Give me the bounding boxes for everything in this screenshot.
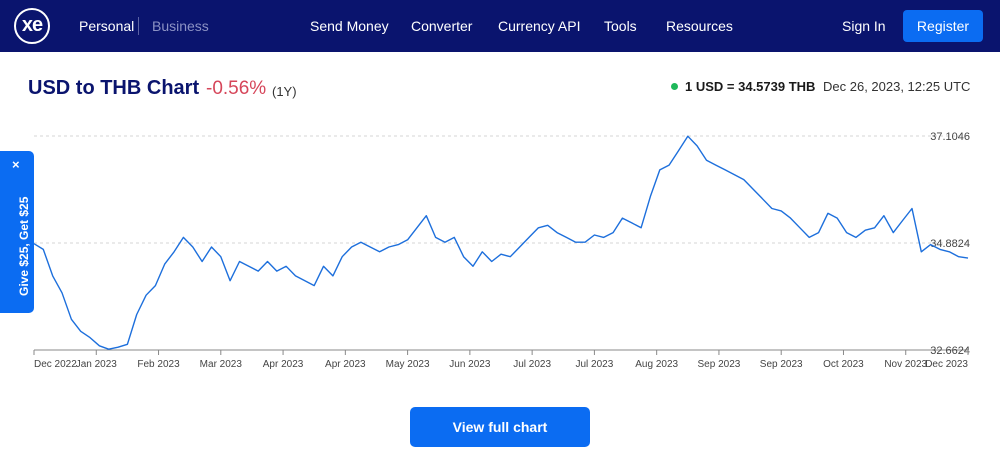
nav-send-money[interactable]: Send Money <box>310 18 389 34</box>
y-tick-label: 34.8824 <box>930 238 970 250</box>
promo-text[interactable]: Give $25, Get $25 <box>17 196 31 296</box>
x-tick-label: Sep 2023 <box>760 359 803 370</box>
y-tick-label: 32.6624 <box>930 345 970 357</box>
register-button[interactable]: Register <box>903 10 983 42</box>
y-tick-labels: 37.1046 34.8824 32.6624 <box>930 131 970 357</box>
nav-resources[interactable]: Resources <box>666 18 733 34</box>
usd-thb-line <box>33 135 969 350</box>
close-icon[interactable]: × <box>12 157 20 172</box>
chart-title: USD to THB Chart <box>28 77 200 99</box>
y-tick-label: 37.1046 <box>930 131 970 143</box>
x-tick-label: Apr 2023 <box>325 359 366 370</box>
chart-grid <box>34 135 968 351</box>
nav-tools[interactable]: Tools <box>604 18 637 34</box>
top-nav: xe Personal Business Send Money Converte… <box>0 0 1000 52</box>
x-tick-label: Apr 2023 <box>263 359 304 370</box>
series-line <box>33 135 969 350</box>
rate-timestamp: Dec 26, 2023, 12:25 UTC <box>823 79 971 94</box>
x-tick-label: Jul 2023 <box>575 359 613 370</box>
x-tick-label: Jan 2023 <box>76 359 118 370</box>
x-tick-label: Sep 2023 <box>698 359 741 370</box>
xe-logo[interactable]: xe <box>14 8 50 44</box>
live-indicator-icon <box>671 83 678 90</box>
nav-divider <box>138 17 139 35</box>
x-tick-label: Mar 2023 <box>200 359 243 370</box>
view-full-chart-button[interactable]: View full chart <box>410 407 590 447</box>
x-tick-label: Jul 2023 <box>513 359 551 370</box>
x-tick-label: May 2023 <box>386 359 430 370</box>
nav-currency-api[interactable]: Currency API <box>498 18 581 34</box>
x-tick-label: Feb 2023 <box>137 359 180 370</box>
x-tick-label: Nov 2023 <box>884 359 927 370</box>
current-rate: 1 USD = 34.5739 THB <box>685 79 816 94</box>
x-tick-label: Jun 2023 <box>449 359 491 370</box>
x-tick-label: Dec 2023 <box>925 359 968 370</box>
sign-in-link[interactable]: Sign In <box>842 18 886 34</box>
nav-business[interactable]: Business <box>152 18 209 34</box>
period-label: (1Y) <box>272 84 297 99</box>
x-tick-label: Dec 2022 <box>34 359 77 370</box>
promo-tab[interactable]: × Give $25, Get $25 <box>0 151 34 313</box>
x-tick-label: Aug 2023 <box>635 359 678 370</box>
x-tick-label: Oct 2023 <box>823 359 864 370</box>
nav-converter[interactable]: Converter <box>411 18 473 34</box>
percent-change: -0.56% <box>206 78 267 99</box>
nav-personal[interactable]: Personal <box>79 18 135 34</box>
